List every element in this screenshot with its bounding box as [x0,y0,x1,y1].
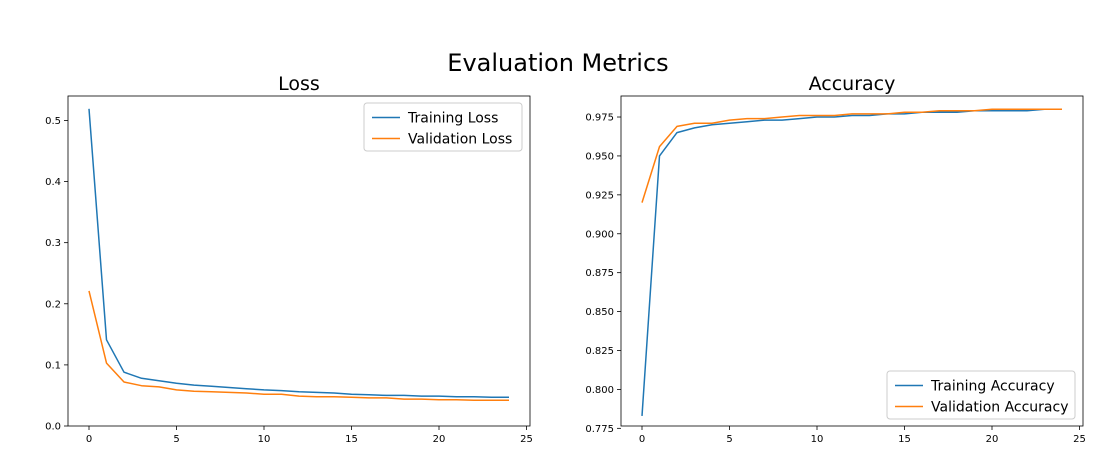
x-tick-label: 0 [86,434,92,445]
series-line-training [641,108,1062,416]
loss-chart: Loss 0 5 10 15 20 25 0.0 0.1 0.2 0.3 0.4 0.5 Trainin… [45,73,533,445]
legend-box [363,102,523,152]
plot-area-frame [620,95,1084,427]
x-tick-label: 0 [639,434,645,445]
y-tick-label: 0.875 [585,268,614,279]
y-tick-label: 0.975 [585,113,614,124]
y-tick-label: 0.850 [585,307,614,318]
x-tick-label: 10 [811,434,824,445]
accuracy-chart: Accuracy 0 5 10 15 20 25 0.775 0.800 0.825 0.850 0… [585,73,1086,445]
figure-title: Evaluation Metrics [447,49,668,77]
x-tick-label: 5 [726,434,732,445]
y-tick-label: 0.775 [585,424,614,435]
y-tick-label: 0.1 [45,360,61,371]
x-tick-label: 15 [345,434,358,445]
legend-label: Training Loss [407,111,498,127]
x-tick-label: 25 [520,434,533,445]
y-tick-label: 0.0 [45,422,61,433]
legend-label: Training Accuracy [930,379,1055,395]
legend-label: Validation Loss [408,132,512,148]
y-tick-label: 0.800 [585,385,614,396]
chart-title: Loss [278,73,320,95]
series-line-validation [641,108,1062,203]
series-line-validation [88,290,509,402]
x-tick-label: 20 [986,434,999,445]
y-tick-label: 0.4 [45,177,61,188]
y-tick-label: 0.2 [45,299,61,310]
x-tick-label: 20 [433,434,446,445]
y-tick-label: 0.825 [585,346,614,357]
y-tick-label: 0.900 [585,229,614,240]
x-tick-label: 25 [1073,434,1086,445]
x-tick-label: 10 [258,434,271,445]
legend: Training Accuracy Validation Accuracy [886,370,1076,420]
series-line-training [88,108,509,399]
y-tick-label: 0.5 [45,116,61,127]
y-tick-label: 0.950 [585,151,614,162]
y-tick-label: 0.925 [585,190,614,201]
x-tick-label: 15 [898,434,911,445]
x-tick-label: 5 [173,434,179,445]
legend: Training Loss Validation Loss [363,102,523,152]
y-tick-label: 0.3 [45,238,61,249]
chart-title: Accuracy [809,73,896,95]
plot-area-frame [67,95,531,427]
legend-box [886,370,1076,420]
legend-label: Validation Accuracy [931,400,1069,416]
